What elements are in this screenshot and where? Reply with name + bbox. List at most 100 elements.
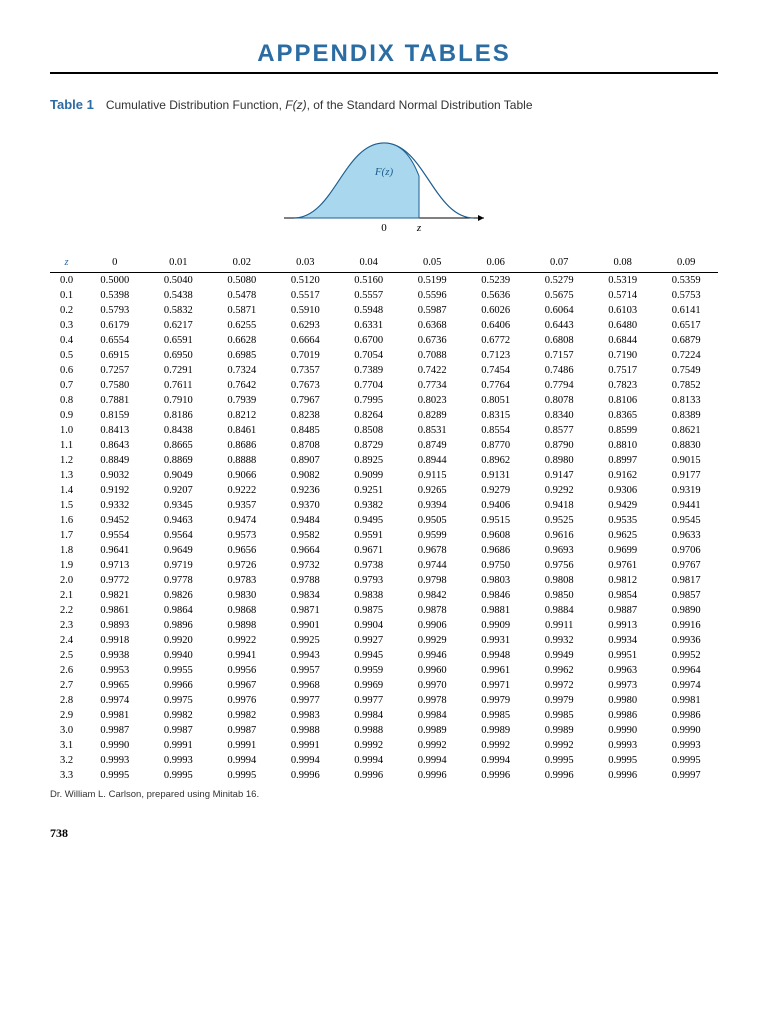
z-cell: 1.5: [50, 498, 83, 513]
value-cell: 0.9854: [591, 588, 654, 603]
table-row: 1.30.90320.90490.90660.90820.90990.91150…: [50, 468, 718, 483]
value-cell: 0.9992: [337, 738, 400, 753]
value-cell: 0.7389: [337, 363, 400, 378]
value-cell: 0.9793: [337, 573, 400, 588]
value-cell: 0.9306: [591, 483, 654, 498]
value-cell: 0.9943: [274, 648, 337, 663]
bell-curve-icon: F(z) 0 z: [274, 128, 494, 238]
value-cell: 0.9995: [210, 768, 273, 783]
value-cell: 0.9993: [591, 738, 654, 753]
table-row: 3.30.99950.99950.99950.99960.99960.99960…: [50, 768, 718, 783]
value-cell: 0.7995: [337, 393, 400, 408]
value-cell: 0.9918: [83, 633, 146, 648]
value-cell: 0.9545: [654, 513, 718, 528]
value-cell: 0.9974: [654, 678, 718, 693]
value-cell: 0.6554: [83, 333, 146, 348]
value-cell: 0.9251: [337, 483, 400, 498]
value-cell: 0.9962: [527, 663, 590, 678]
value-cell: 0.9834: [274, 588, 337, 603]
value-cell: 0.9906: [400, 618, 463, 633]
value-cell: 0.5636: [464, 288, 527, 303]
value-cell: 0.6517: [654, 318, 718, 333]
z-cell: 2.6: [50, 663, 83, 678]
value-cell: 0.9495: [337, 513, 400, 528]
z-cell: 0.1: [50, 288, 83, 303]
value-cell: 0.9319: [654, 483, 718, 498]
value-cell: 0.5910: [274, 303, 337, 318]
value-cell: 0.9418: [527, 498, 590, 513]
value-cell: 0.9931: [464, 633, 527, 648]
value-cell: 0.9993: [147, 753, 210, 768]
table-row: 0.40.65540.65910.66280.66640.67000.67360…: [50, 333, 718, 348]
value-cell: 0.9970: [400, 678, 463, 693]
value-cell: 0.9966: [147, 678, 210, 693]
value-cell: 0.6844: [591, 333, 654, 348]
value-cell: 0.9861: [83, 603, 146, 618]
z-cell: 0.4: [50, 333, 83, 348]
value-cell: 0.9772: [83, 573, 146, 588]
value-cell: 0.9968: [274, 678, 337, 693]
value-cell: 0.6026: [464, 303, 527, 318]
value-cell: 0.8554: [464, 423, 527, 438]
value-cell: 0.9898: [210, 618, 273, 633]
value-cell: 0.9994: [337, 753, 400, 768]
value-cell: 0.9279: [464, 483, 527, 498]
value-cell: 0.8238: [274, 408, 337, 423]
z-cell: 2.1: [50, 588, 83, 603]
value-cell: 0.9969: [337, 678, 400, 693]
value-cell: 0.9976: [210, 693, 273, 708]
value-cell: 0.5517: [274, 288, 337, 303]
value-cell: 0.8749: [400, 438, 463, 453]
value-cell: 0.8830: [654, 438, 718, 453]
value-cell: 0.9938: [83, 648, 146, 663]
value-cell: 0.9099: [337, 468, 400, 483]
value-cell: 0.9987: [147, 723, 210, 738]
table-row: 0.00.50000.50400.50800.51200.51600.51990…: [50, 273, 718, 289]
value-cell: 0.9951: [591, 648, 654, 663]
value-cell: 0.7454: [464, 363, 527, 378]
value-cell: 0.9032: [83, 468, 146, 483]
value-cell: 0.9817: [654, 573, 718, 588]
value-cell: 0.6217: [147, 318, 210, 333]
value-cell: 0.9985: [527, 708, 590, 723]
value-cell: 0.7224: [654, 348, 718, 363]
value-cell: 0.9608: [464, 528, 527, 543]
value-cell: 0.9778: [147, 573, 210, 588]
value-cell: 0.8133: [654, 393, 718, 408]
value-cell: 0.5359: [654, 273, 718, 289]
table-row: 2.10.98210.98260.98300.98340.98380.98420…: [50, 588, 718, 603]
value-cell: 0.5675: [527, 288, 590, 303]
value-cell: 0.9591: [337, 528, 400, 543]
value-cell: 0.6879: [654, 333, 718, 348]
table-row: 2.70.99650.99660.99670.99680.99690.99700…: [50, 678, 718, 693]
z-cell: 1.3: [50, 468, 83, 483]
value-cell: 0.8389: [654, 408, 718, 423]
table-row: 0.20.57930.58320.58710.59100.59480.59870…: [50, 303, 718, 318]
value-cell: 0.8869: [147, 453, 210, 468]
z-cell: 1.1: [50, 438, 83, 453]
value-cell: 0.9988: [337, 723, 400, 738]
value-cell: 0.5948: [337, 303, 400, 318]
value-cell: 0.8106: [591, 393, 654, 408]
value-cell: 0.9515: [464, 513, 527, 528]
value-cell: 0.9971: [464, 678, 527, 693]
value-cell: 0.9983: [274, 708, 337, 723]
value-cell: 0.9332: [83, 498, 146, 513]
col-header: 0.06: [464, 255, 527, 273]
table-row: 1.40.91920.92070.92220.92360.92510.92650…: [50, 483, 718, 498]
value-cell: 0.9904: [337, 618, 400, 633]
value-cell: 0.8315: [464, 408, 527, 423]
value-cell: 0.7823: [591, 378, 654, 393]
z-cell: 3.1: [50, 738, 83, 753]
value-cell: 0.9756: [527, 558, 590, 573]
col-header: 0.09: [654, 255, 718, 273]
value-cell: 0.7190: [591, 348, 654, 363]
value-cell: 0.9956: [210, 663, 273, 678]
value-cell: 0.7910: [147, 393, 210, 408]
value-cell: 0.6331: [337, 318, 400, 333]
value-cell: 0.8790: [527, 438, 590, 453]
value-cell: 0.7422: [400, 363, 463, 378]
value-cell: 0.9641: [83, 543, 146, 558]
value-cell: 0.9991: [210, 738, 273, 753]
table-row: 0.90.81590.81860.82120.82380.82640.82890…: [50, 408, 718, 423]
